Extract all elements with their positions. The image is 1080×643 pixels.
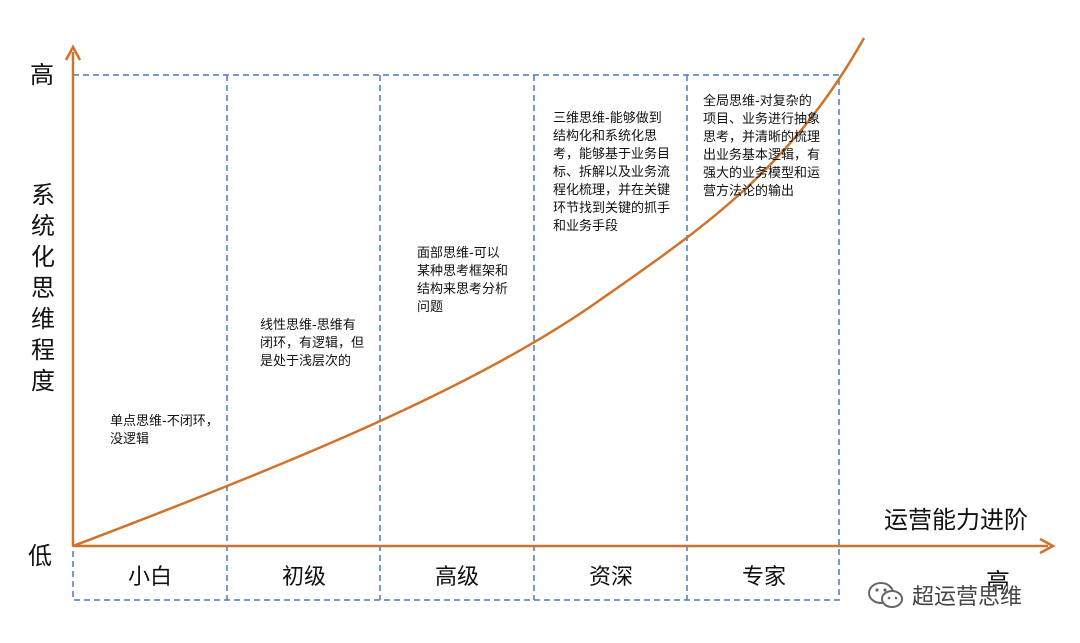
x-axis-arrowhead [1039, 537, 1056, 555]
y-axis-title: 系统化思维程度 [31, 181, 55, 395]
watermark-text: 超运营思维 [912, 585, 1023, 610]
stage-label-novice: 小白 [127, 565, 172, 590]
x-axis-title: 运营能力进阶 [884, 506, 1028, 534]
x-axis-high-label: 高 [986, 568, 1010, 596]
stage-label-veteran: 资深 [588, 565, 633, 590]
stage-frame [72, 74, 840, 601]
stage-description-veteran: 三维思维-能够做到结构化和系统化思考，能够基于业务目标、拆解以及业务流程化梳理，… [553, 111, 671, 234]
watermark: 超运营思维 [866, 580, 1022, 610]
stage-description-expert: 全局思维-对复杂的项目、业务进行抽象思考，并清晰的梳理出业务基本逻辑，有强大的业… [703, 94, 821, 199]
y-axis-low-label: 低 [28, 542, 52, 570]
stage-description-novice: 单点思维-不闭环，没逻辑 [110, 414, 219, 447]
stage-description-senior: 面部思维-可以某种思考框架和结构来思考分析问题 [417, 246, 509, 315]
wechat-icon [868, 582, 903, 608]
y-axis-arrowhead [64, 44, 82, 61]
stage-label-junior: 初级 [281, 565, 326, 590]
growth-curve [72, 37, 866, 548]
stage-description-junior: 线性思维-思维有闭环，有逻辑，但是处于浅层次的 [260, 318, 365, 369]
stage-label-senior: 高级 [434, 565, 479, 590]
stage-label-expert: 专家 [741, 565, 786, 590]
y-axis-high-label: 高 [30, 61, 54, 89]
